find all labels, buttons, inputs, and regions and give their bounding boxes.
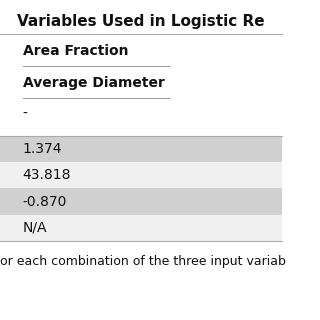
Text: 43.818: 43.818 [23,168,71,182]
Text: 1.374: 1.374 [23,142,62,156]
Text: Area Fraction: Area Fraction [23,44,128,58]
FancyBboxPatch shape [0,188,282,215]
Text: or each combination of the three input variab: or each combination of the three input v… [0,255,286,268]
FancyBboxPatch shape [0,162,282,188]
FancyBboxPatch shape [0,136,282,162]
FancyBboxPatch shape [0,68,282,99]
Text: N/A: N/A [23,221,47,235]
Text: -: - [23,107,28,121]
FancyBboxPatch shape [0,100,282,127]
FancyBboxPatch shape [0,215,282,241]
Text: Variables Used in Logistic Re: Variables Used in Logistic Re [17,14,265,29]
FancyBboxPatch shape [0,36,282,67]
Text: Average Diameter: Average Diameter [23,76,164,90]
Text: -0.870: -0.870 [23,195,67,209]
